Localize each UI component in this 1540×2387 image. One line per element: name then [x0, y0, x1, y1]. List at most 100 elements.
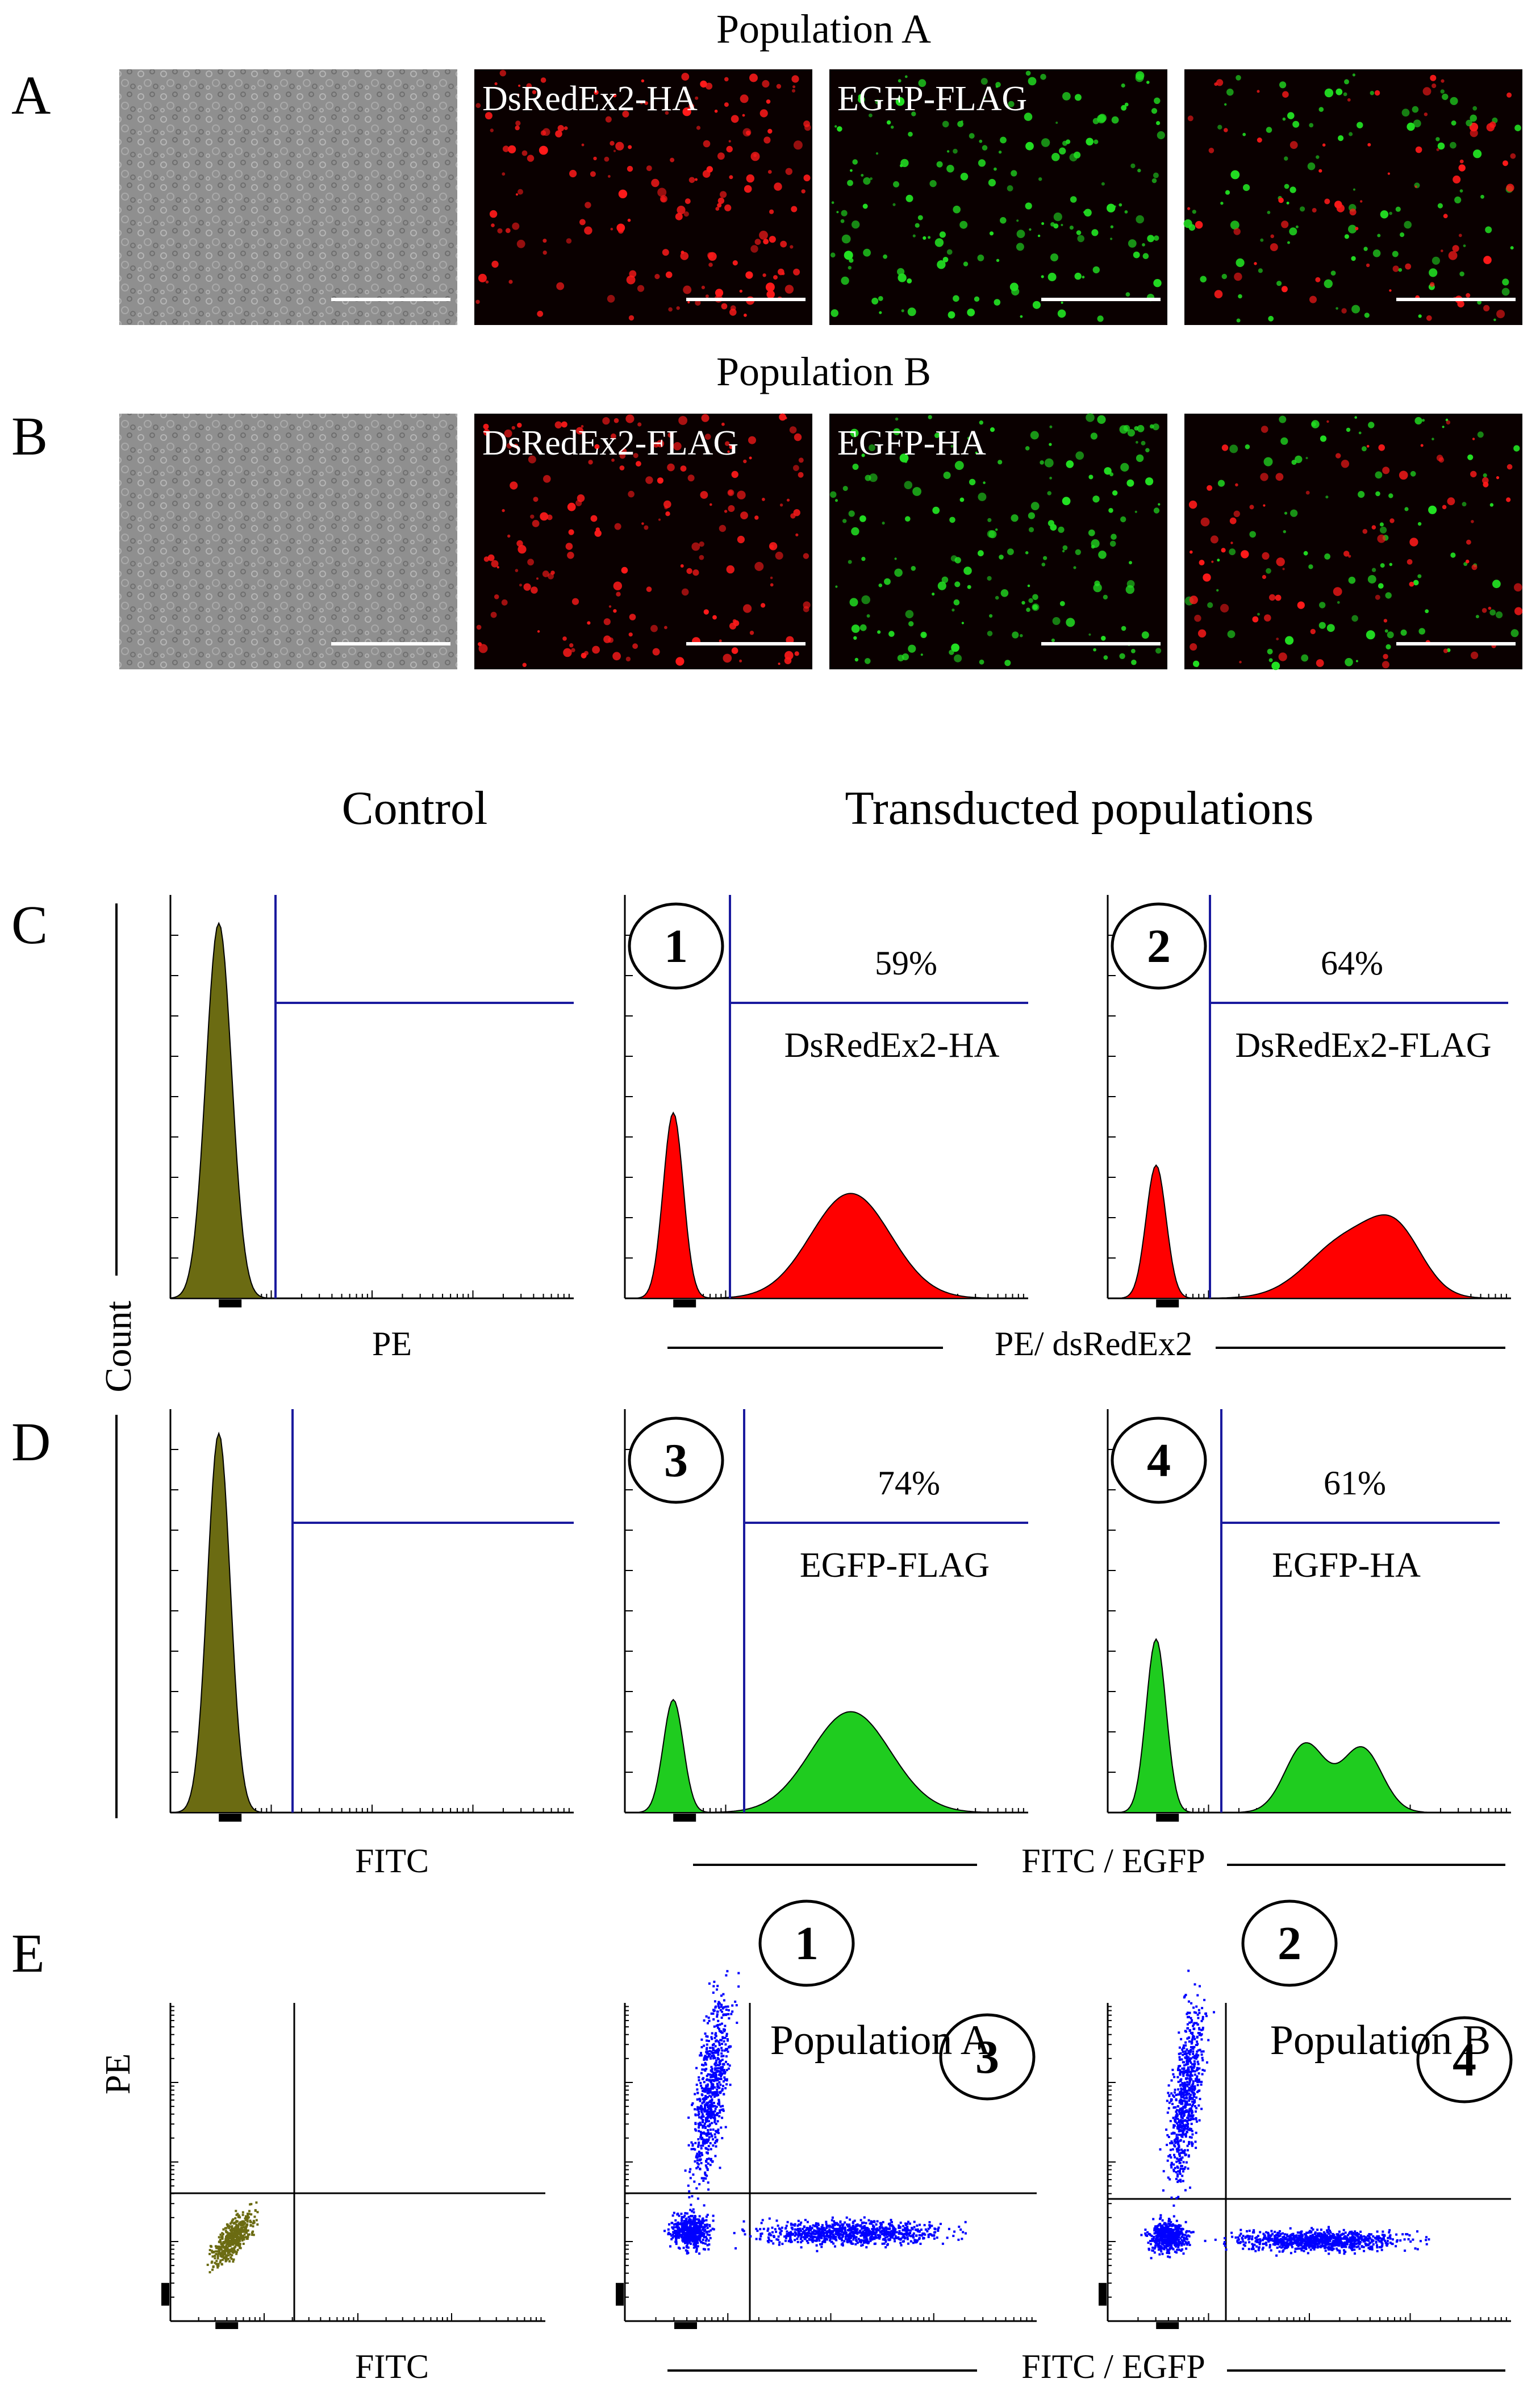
- event-dot: [856, 2231, 859, 2234]
- event-dot: [714, 2068, 716, 2071]
- event-dot: [251, 2234, 253, 2236]
- event-dot: [1167, 2155, 1170, 2157]
- cell-dot: [1341, 308, 1347, 314]
- event-dot: [711, 2112, 713, 2115]
- event-dot: [1183, 2081, 1186, 2084]
- event-dot: [718, 2006, 720, 2009]
- event-dot: [1167, 2136, 1170, 2138]
- event-dot: [832, 2242, 835, 2245]
- event-dot: [818, 2239, 821, 2242]
- event-dot: [1199, 2048, 1201, 2051]
- cell-dot: [1121, 105, 1127, 111]
- event-dot: [678, 2236, 680, 2239]
- event-dot: [852, 2238, 855, 2241]
- event-dot: [707, 2120, 710, 2123]
- event-dot: [1179, 2155, 1181, 2157]
- cell-dot: [707, 252, 714, 259]
- event-dot: [713, 2055, 716, 2058]
- cell-dot: [1211, 560, 1214, 563]
- event-dot: [719, 2059, 722, 2062]
- cell-dot: [546, 514, 553, 520]
- event-dot: [870, 2220, 873, 2223]
- cell-dot: [1380, 210, 1389, 219]
- event-dot: [899, 2242, 902, 2244]
- cell-dot: [1075, 451, 1084, 460]
- event-dot: [823, 2231, 826, 2234]
- event-dot: [695, 2129, 698, 2132]
- event-dot: [1191, 2142, 1194, 2145]
- event-dot: [219, 2261, 222, 2264]
- event-dot: [787, 2234, 790, 2236]
- event-dot: [1182, 2111, 1184, 2114]
- event-dot: [872, 2225, 875, 2228]
- cell-dot: [1125, 585, 1135, 594]
- event-dot: [841, 2242, 844, 2245]
- badge-number: 1: [795, 1917, 819, 1970]
- event-dot: [862, 2230, 865, 2233]
- cell-dot: [1101, 636, 1106, 641]
- cell-dot: [1287, 241, 1290, 244]
- event-dot: [699, 2123, 702, 2126]
- event-dot: [220, 2236, 223, 2239]
- event-dot: [690, 2238, 692, 2241]
- event-dot: [1196, 2035, 1199, 2038]
- cell-dot: [1000, 589, 1009, 597]
- event-dot: [1186, 2048, 1188, 2051]
- event-dot: [1186, 2090, 1188, 2093]
- event-dot: [693, 2180, 696, 2183]
- cell-dot: [555, 130, 562, 138]
- cell-dot: [1073, 566, 1076, 569]
- cell-dot: [1322, 143, 1326, 147]
- cell-dot: [793, 140, 803, 150]
- event-dot: [873, 2237, 875, 2240]
- event-dot: [712, 1992, 715, 1994]
- cell-dot: [750, 152, 760, 161]
- event-dot: [696, 2165, 699, 2168]
- cell-dot: [1156, 121, 1161, 126]
- event-dot: [1170, 2166, 1173, 2169]
- cell-dot: [1188, 224, 1196, 231]
- event-dot: [706, 2141, 708, 2144]
- cell-dot: [1263, 457, 1273, 466]
- event-dot: [215, 2253, 218, 2255]
- event-dot: [895, 2231, 898, 2234]
- event-dot: [682, 2240, 685, 2243]
- cell-dot: [490, 611, 497, 618]
- cell-dot: [1413, 580, 1419, 586]
- cell-dot: [1297, 601, 1305, 609]
- event-dot: [1183, 2140, 1185, 2143]
- event-dot: [710, 2096, 712, 2098]
- cell-dot: [902, 653, 909, 661]
- event-dot: [735, 2004, 738, 2007]
- cell-dot: [1062, 545, 1068, 551]
- cell-dot: [1214, 290, 1223, 298]
- event-dot: [716, 2120, 719, 2123]
- cell-dot: [759, 109, 768, 118]
- cell-dot: [490, 128, 494, 132]
- cell-dot: [475, 103, 481, 109]
- cell-dot: [1443, 648, 1448, 653]
- event-dot: [1190, 2002, 1193, 2005]
- event-dot: [232, 2218, 235, 2221]
- cell-dot: [644, 525, 649, 530]
- cell-dot: [688, 177, 695, 184]
- event-dot: [1187, 1969, 1190, 1972]
- event-dot: [703, 2236, 706, 2239]
- cell-dot: [1305, 490, 1310, 495]
- event-dot: [761, 2219, 764, 2222]
- cell-dot: [1422, 419, 1425, 422]
- cell-dot: [532, 520, 540, 527]
- event-dot: [1180, 2130, 1183, 2132]
- event-dot: [797, 2219, 800, 2222]
- event-dot: [1182, 2082, 1184, 2085]
- event-dot: [1196, 2050, 1199, 2053]
- cell-dot: [1471, 564, 1478, 570]
- event-dot: [1191, 2144, 1193, 2147]
- event-dot: [692, 2173, 695, 2176]
- event-dot: [695, 2227, 698, 2230]
- event-dot: [715, 2122, 717, 2125]
- event-dot: [937, 2230, 940, 2232]
- cell-dot: [562, 636, 567, 641]
- event-dot: [879, 2227, 882, 2230]
- event-dot: [247, 2235, 249, 2238]
